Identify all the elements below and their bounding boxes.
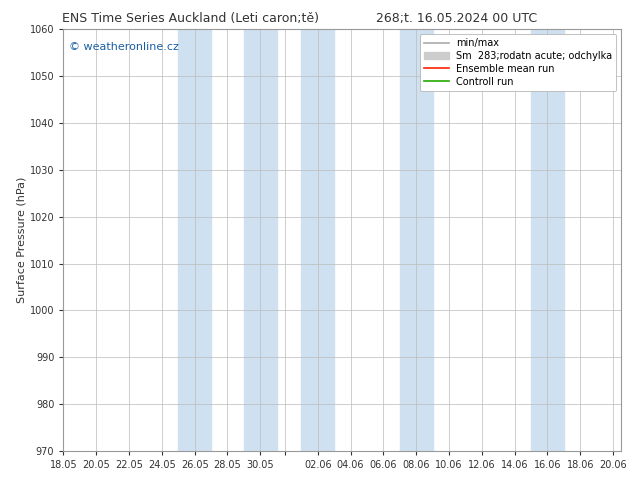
Legend: min/max, Sm  283;rodatn acute; odchylka, Ensemble mean run, Controll run: min/max, Sm 283;rodatn acute; odchylka, … (420, 34, 616, 91)
Bar (301, 29, 334, 451)
Text: ENS Time Series Auckland (Leti caron;tě): ENS Time Series Auckland (Leti caron;tě) (61, 12, 319, 25)
Text: 268;t. 16.05.2024 00 UTC: 268;t. 16.05.2024 00 UTC (376, 12, 537, 25)
Bar (178, 29, 211, 451)
Bar (244, 29, 276, 451)
Text: © weatheronline.cz: © weatheronline.cz (69, 42, 179, 52)
Y-axis label: Surface Pressure (hPa): Surface Pressure (hPa) (17, 177, 27, 303)
Bar (400, 29, 432, 451)
Bar (531, 29, 564, 451)
